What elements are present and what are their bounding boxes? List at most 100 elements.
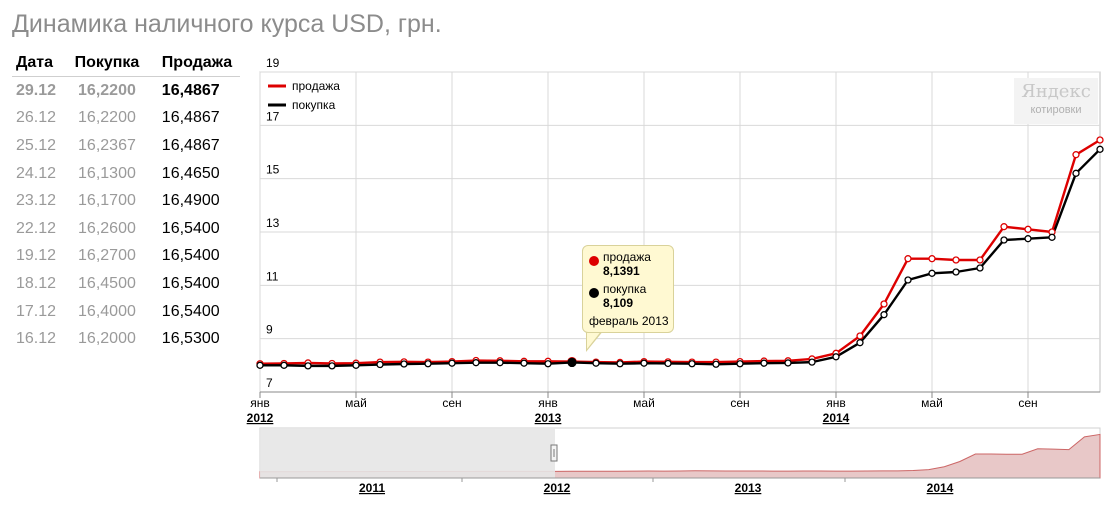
- series-line-buy: [260, 148, 1101, 368]
- navigator-year-label: 2014: [927, 481, 954, 495]
- x-tick-label: сен: [442, 396, 461, 410]
- data-point: [856, 339, 864, 347]
- x-tick-label: сен: [1018, 396, 1037, 410]
- y-axis: 7 9 11 13 15 17 19: [266, 56, 280, 390]
- header-date: Дата: [12, 50, 69, 77]
- tooltip-buy-label: покупка: [603, 282, 647, 296]
- data-point: [832, 353, 840, 361]
- cell-date: 25.12: [16, 136, 57, 154]
- data-point: [856, 332, 864, 340]
- cell-date: 16.12: [16, 330, 57, 348]
- cell-date: 23.12: [16, 192, 57, 210]
- y-tick-label: 7: [266, 376, 273, 390]
- data-point: [976, 264, 984, 272]
- x-tick-label: янв: [826, 396, 846, 410]
- cell-buy: 16,2200: [78, 109, 136, 127]
- cell-sell: 16,5400: [161, 274, 220, 292]
- tooltip-sell-value: 8,1391: [603, 264, 640, 278]
- data-point: [760, 359, 768, 367]
- cell-date: 19.12: [16, 247, 57, 265]
- data-point: [1000, 236, 1008, 244]
- tooltip-buy-value: 8,109: [603, 296, 634, 310]
- data-point: [496, 359, 504, 367]
- data-point: [304, 362, 312, 370]
- table-row: 29.12 16,2200 16,4867: [12, 77, 240, 105]
- data-point: [448, 359, 456, 367]
- buy-dot-icon: [589, 288, 599, 298]
- table-row: 17.12 16,4000 16,5400: [12, 298, 240, 326]
- data-point: [784, 359, 792, 367]
- data-point: [952, 256, 960, 264]
- legend-label: продажа: [292, 79, 340, 93]
- x-tick-label: сен: [730, 396, 749, 410]
- cell-sell: 16,4867: [161, 81, 220, 99]
- data-point: [280, 361, 288, 369]
- legend-label: покупка: [292, 98, 336, 112]
- cell-buy: 16,1700: [78, 192, 136, 210]
- cell-buy: 16,2367: [78, 136, 136, 154]
- cell-sell: 16,5400: [161, 302, 220, 320]
- data-point: [544, 360, 552, 368]
- data-point: [376, 360, 384, 369]
- cell-sell: 16,4650: [161, 164, 220, 182]
- logo-brand: Яндекс: [1021, 81, 1091, 102]
- data-point: [592, 359, 600, 367]
- data-point: [1096, 136, 1104, 144]
- data-point: [736, 360, 744, 368]
- data-point: [712, 360, 720, 368]
- y-tick-label: 19: [266, 56, 280, 70]
- y-tick-label: 11: [266, 269, 279, 283]
- table-row: 24.12 16,1300 16,4650: [12, 160, 240, 188]
- data-point: [928, 269, 936, 277]
- data-point: [976, 256, 984, 264]
- x-tick-year: 2013: [535, 411, 562, 425]
- cell-date: 29.12: [16, 81, 57, 99]
- cell-date: 18.12: [16, 274, 57, 292]
- data-point: [952, 268, 960, 276]
- navigator-year-label: 2011: [359, 481, 385, 495]
- tooltip-date: февраль 2013: [589, 314, 669, 328]
- tooltip-pointer-inner: [587, 330, 602, 349]
- data-point: [400, 360, 408, 368]
- yandex-logo: Яндекс котировки: [1014, 78, 1098, 124]
- data-point: [904, 276, 912, 284]
- x-tick-label: май: [921, 396, 943, 410]
- navigator-year-label: 2013: [735, 481, 762, 495]
- navigator-year-label: 2012: [544, 481, 571, 495]
- x-tick-year: 2014: [823, 411, 850, 425]
- cell-date: 24.12: [16, 164, 57, 182]
- cell-sell: 16,5400: [161, 219, 220, 237]
- data-point: [880, 300, 888, 308]
- y-tick-label: 9: [266, 323, 273, 337]
- cell-sell: 16,4900: [161, 192, 220, 210]
- table-row: 19.12 16,2700 16,5400: [12, 243, 240, 271]
- y-tick-label: 15: [266, 163, 280, 177]
- page-title: Динамика наличного курса USD, грн.: [12, 10, 442, 38]
- x-tick-year: 2012: [247, 411, 274, 425]
- data-point: [1072, 169, 1080, 177]
- cell-buy: 16,4500: [78, 274, 136, 292]
- table-row: 26.12 16,2200 16,4867: [12, 105, 240, 133]
- data-point: [424, 360, 432, 368]
- series-points: [256, 136, 1104, 370]
- data-point: [1096, 145, 1104, 153]
- data-point: [616, 360, 624, 368]
- series-lines: [259, 138, 1101, 368]
- data-point: [328, 362, 336, 370]
- data-point: [1024, 225, 1032, 233]
- data-point: [352, 361, 360, 369]
- navigator-mask: [260, 428, 555, 478]
- cell-buy: 16,1300: [78, 164, 136, 182]
- rates-table: Дата Покупка Продажа 29.12 16,2200 16,48…: [12, 50, 240, 353]
- logo-subtitle: котировки: [1030, 104, 1082, 116]
- data-point: [928, 255, 936, 263]
- data-point: [1072, 151, 1080, 159]
- cell-date: 17.12: [16, 302, 57, 320]
- data-point: [880, 311, 888, 319]
- y-tick-label: 17: [266, 109, 280, 123]
- cell-sell: 16,4867: [161, 109, 220, 127]
- data-point: [1024, 235, 1032, 243]
- cell-buy: 16,2200: [78, 81, 136, 99]
